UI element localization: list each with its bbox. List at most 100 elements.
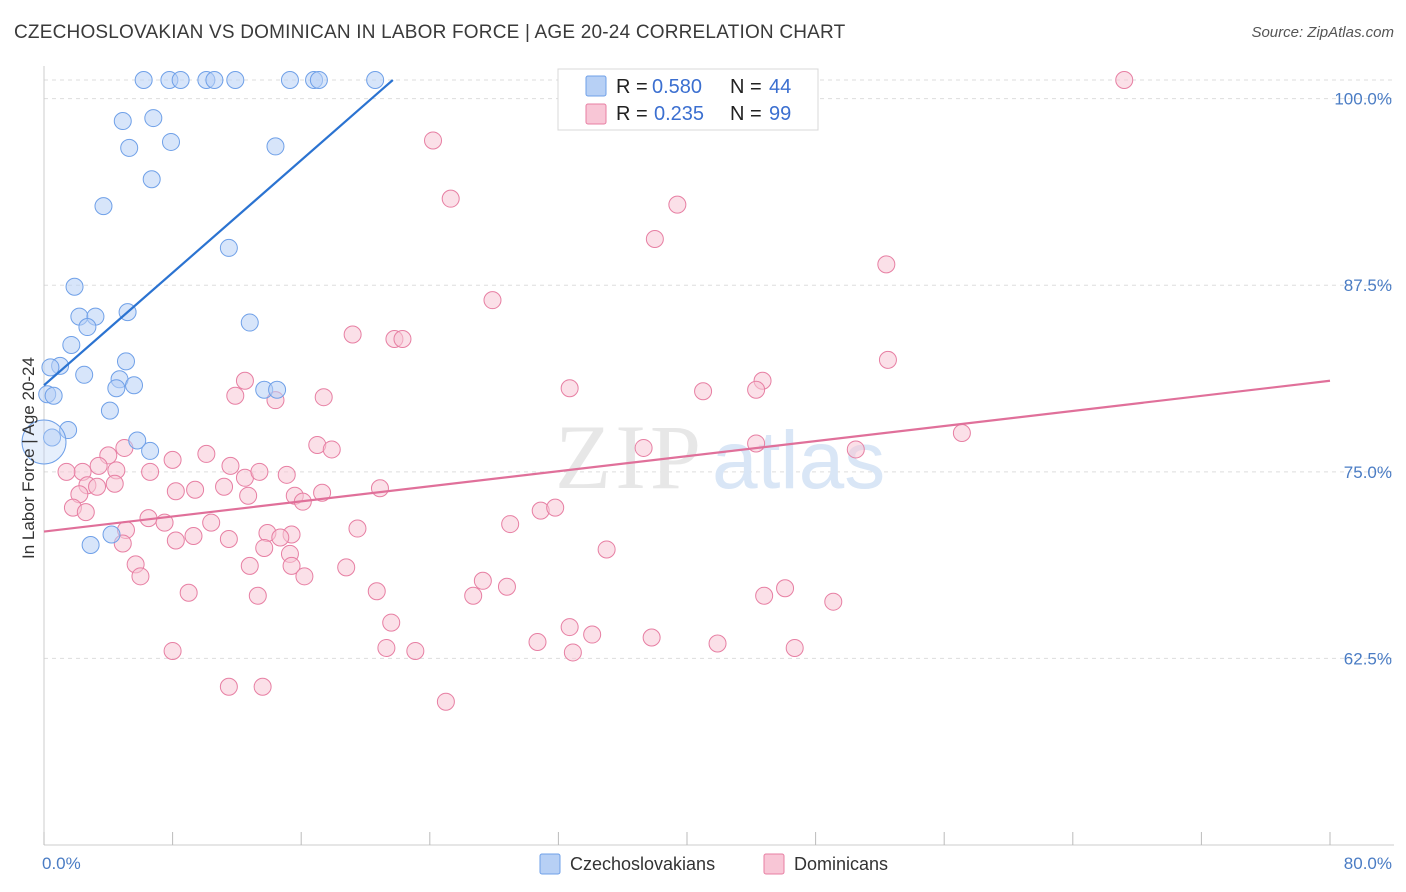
point-dominicans [483, 291, 502, 310]
point-czechoslovakians [266, 137, 285, 156]
y-axis-title: In Labor Force | Age 20-24 [19, 357, 38, 559]
point-dominicans [295, 567, 314, 586]
point-dominicans [250, 462, 269, 481]
point-dominicans [878, 350, 897, 369]
point-dominicans [219, 530, 238, 548]
trend-lines [43, 79, 1331, 533]
point-dominicans [282, 556, 301, 575]
point-dominicans [76, 503, 95, 522]
point-dominicans [255, 538, 274, 557]
point-dominicans [583, 625, 602, 644]
point-dominicans [186, 480, 205, 499]
point-czechoslovakians [161, 132, 180, 151]
point-dominicans [337, 558, 356, 577]
point-dominicans [776, 579, 795, 598]
point-dominicans [846, 440, 865, 459]
trend-line-dominicans [43, 379, 1331, 533]
point-czechoslovakians [280, 71, 299, 89]
point-czechoslovakians [219, 238, 238, 257]
point-dominicans [560, 379, 579, 398]
point-czechoslovakians [75, 365, 94, 384]
x-tick-label-max: 80.0% [1344, 854, 1392, 873]
point-dominicans [313, 483, 332, 502]
point-dominicans [240, 556, 259, 575]
chart-source: Source: ZipAtlas.com [1251, 24, 1394, 41]
point-czechoslovakians [268, 380, 287, 399]
point-dominicans [501, 515, 520, 534]
legend-n-value-1: 44 [769, 76, 791, 98]
point-dominicans [497, 577, 516, 596]
point-czechoslovakians [142, 170, 161, 189]
legend-n-label-2: N = [730, 103, 762, 125]
point-dominicans [314, 388, 333, 407]
point-dominicans [370, 479, 389, 498]
point-dominicans [406, 641, 425, 660]
series-czechoslovakians [21, 71, 385, 554]
point-dominicans [436, 692, 455, 711]
top-legend: R = 0.580 N = 44 R = 0.235 N = 99 [557, 68, 819, 131]
point-dominicans [473, 571, 492, 590]
point-dominicans [824, 592, 843, 611]
y-tick-labels: 62.5% 75.0% 87.5% 100.0% [1334, 90, 1392, 669]
point-dominicans [952, 424, 971, 443]
point-dominicans [322, 440, 341, 459]
point-czechoslovakians [366, 71, 385, 89]
trend-line-czechoslovakians [43, 79, 394, 387]
axes [43, 66, 1394, 846]
point-dominicans [89, 456, 108, 475]
point-czechoslovakians [94, 197, 113, 216]
point-dominicans [163, 450, 182, 469]
point-czechoslovakians [128, 431, 147, 450]
point-czechoslovakians [65, 277, 84, 296]
point-dominicans [197, 444, 216, 463]
point-dominicans [747, 380, 766, 399]
point-dominicans [597, 540, 616, 559]
point-czechoslovakians [43, 428, 62, 447]
point-dominicans [563, 643, 582, 662]
legend-r-label-2: R = [616, 103, 648, 125]
point-dominicans [634, 438, 653, 457]
point-dominicans [785, 638, 804, 657]
point-dominicans [367, 582, 386, 601]
bottom-legend-swatch-blue [539, 853, 561, 875]
bottom-legend-label-dominicans: Dominicans [794, 854, 888, 874]
point-dominicans [528, 632, 547, 651]
y-tick-label: 87.5% [1344, 276, 1392, 295]
point-dominicans [377, 638, 396, 657]
point-dominicans [694, 382, 713, 401]
point-czechoslovakians [134, 71, 153, 89]
point-dominicans [464, 586, 483, 605]
point-dominicans [755, 586, 774, 605]
point-czechoslovakians [113, 112, 132, 131]
point-dominicans [141, 462, 160, 481]
point-dominicans [441, 189, 460, 208]
point-dominicans [221, 456, 240, 475]
point-dominicans [343, 325, 362, 344]
legend-n-value-2: 99 [769, 103, 791, 125]
point-dominicans [253, 677, 272, 696]
point-dominicans [546, 498, 565, 517]
point-czechoslovakians [205, 71, 224, 89]
point-czechoslovakians [59, 421, 78, 440]
point-dominicans [235, 371, 254, 390]
point-czechoslovakians [41, 358, 60, 377]
watermark-atlas: atlas [712, 415, 885, 506]
point-czechoslovakians [81, 535, 100, 554]
point-czechoslovakians [21, 419, 67, 465]
point-dominicans [668, 195, 687, 214]
point-dominicans [88, 477, 107, 496]
point-dominicans [239, 486, 258, 505]
point-czechoslovakians [309, 71, 328, 89]
series-dominicans [57, 71, 1134, 711]
point-dominicans [560, 618, 579, 637]
point-dominicans [1115, 71, 1134, 89]
point-czechoslovakians [102, 525, 121, 544]
bottom-legend: Czechoslovakians Dominicans [539, 853, 888, 875]
point-dominicans [271, 528, 290, 547]
point-dominicans [184, 527, 203, 546]
point-dominicans [393, 329, 412, 348]
chart-title: CZECHOSLOVAKIAN VS DOMINICAN IN LABOR FO… [14, 22, 846, 43]
point-dominicans [219, 677, 238, 696]
point-dominicans [277, 465, 296, 484]
legend-r-value-2: 0.235 [654, 103, 704, 125]
